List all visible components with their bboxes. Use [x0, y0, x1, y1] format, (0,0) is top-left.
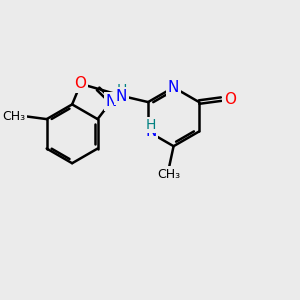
Text: CH₃: CH₃ — [158, 168, 181, 181]
Text: N: N — [146, 124, 157, 139]
Text: O: O — [224, 92, 236, 106]
Text: N: N — [116, 89, 127, 104]
Text: CH₃: CH₃ — [3, 110, 26, 123]
Text: O: O — [75, 76, 87, 91]
Text: N: N — [106, 94, 117, 109]
Text: H: H — [116, 83, 127, 97]
Text: H: H — [146, 118, 156, 132]
Text: N: N — [168, 80, 179, 95]
